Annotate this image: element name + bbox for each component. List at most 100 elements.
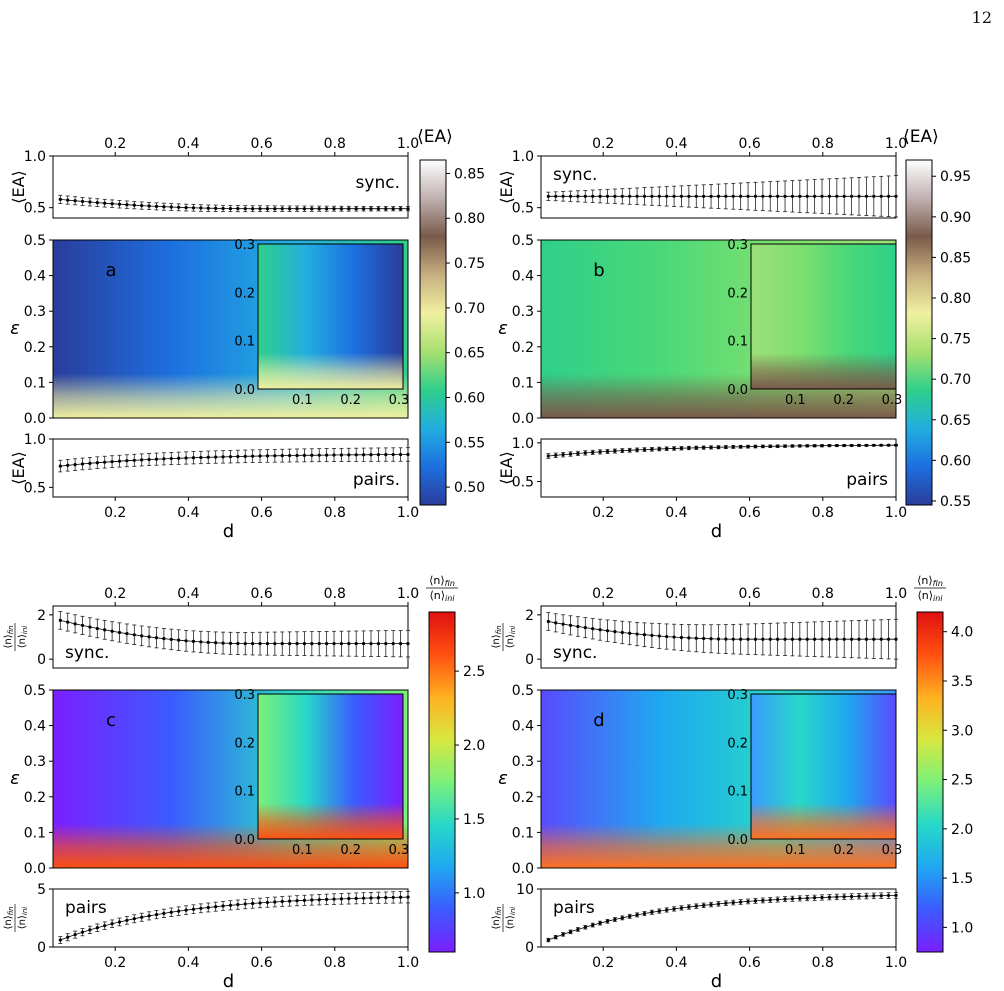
heatmap-ytick-label: 0.2 <box>512 790 534 806</box>
heatmap-ytick-label: 0.3 <box>24 754 46 770</box>
bottom-strip-ytick-label: 1.0 <box>24 432 46 448</box>
top-xtick-label: 1.0 <box>397 136 419 152</box>
top-strip-ytick-label: 0.5 <box>24 201 46 217</box>
bottom-xtick-label: 1.0 <box>885 505 907 521</box>
bottom-strip-ytick-label: 0 <box>37 940 46 956</box>
top-xtick-label: 1.0 <box>397 586 419 602</box>
bottom-xtick-label: 0.6 <box>738 955 760 971</box>
heatmap-ytick-label: 0.0 <box>24 861 46 877</box>
inset-frame <box>750 693 897 840</box>
errorbar-series <box>58 447 410 473</box>
bottom-strip-label: pairs <box>846 470 888 490</box>
top-xtick-label: 0.8 <box>812 586 834 602</box>
colorbar <box>419 159 447 506</box>
inset-xtick-label: 0.2 <box>833 843 854 858</box>
inset-ytick-label: 0.1 <box>727 335 748 350</box>
heatmap-ytick-label: 0.2 <box>24 790 46 806</box>
x-axis-label: d <box>711 971 722 991</box>
colorbar-tick-label: 0.75 <box>454 256 485 272</box>
errorbar-series <box>546 892 898 943</box>
panel-label: c <box>106 710 116 731</box>
bottom-xtick-label: 0.6 <box>250 955 272 971</box>
colorbar-tick-label: 0.65 <box>454 346 485 362</box>
inset-ytick-label: 0.0 <box>234 833 255 848</box>
bottom-strip-ylabel-num: ⟨n⟩fin <box>491 906 503 929</box>
x-axis-label: d <box>223 521 234 542</box>
top-xtick-label: 0.4 <box>177 586 199 602</box>
series-line <box>60 896 409 941</box>
top-xtick-label: 1.0 <box>885 136 907 152</box>
inset-ytick-label: 0.3 <box>727 688 748 703</box>
inset-lowband <box>258 244 403 389</box>
bottom-xtick-label: 0.2 <box>592 505 614 521</box>
panel-d: 020.2 0.4 0.6 0.8 1.0sync.⟨n⟩fin⟨n⟩ini0.00.1… <box>491 574 973 991</box>
top-xtick-label: 0.8 <box>324 136 346 152</box>
colorbar-tick-label: 0.60 <box>454 390 485 406</box>
bottom-xtick-label: 0.8 <box>324 505 346 521</box>
inset-ytick-label: 0.1 <box>727 785 748 800</box>
colorbar-tick-label: 1.5 <box>463 812 485 828</box>
bottom-xtick-label: 0.6 <box>738 505 760 521</box>
top-strip-ytick-label: 2 <box>37 608 46 624</box>
colorbar-tick-label: 2.0 <box>463 738 485 754</box>
colorbar-tick-label: 0.85 <box>454 166 485 182</box>
inset-xtick-label: 0.1 <box>292 393 313 408</box>
bottom-strip-ylabel: ⟨n⟩fin⟨n⟩ini <box>491 904 517 932</box>
heatmap-ytick-label: 0.3 <box>24 304 46 320</box>
panel-b: 0.5 1.0 0.2 0.4 0.6 0.8 1.0 sync. ⟨EA⟩ 0.0 0.1 0.2 0… <box>497 127 971 542</box>
errorbar-series <box>546 443 898 459</box>
top-xtick-label: 0.4 <box>177 136 199 152</box>
heatmap-ytick-label: 0.5 <box>512 233 534 249</box>
colorbar-tick-label: 0.80 <box>454 211 485 227</box>
top-xtick-label: 0.8 <box>324 586 346 602</box>
bottom-xtick-label: 0.4 <box>177 505 199 521</box>
top-strip-label: sync. <box>65 643 109 663</box>
bottom-strip-ytick-label: 5 <box>37 882 46 898</box>
heatmap-frame <box>52 689 409 869</box>
inset-ytick-label: 0.0 <box>234 383 255 398</box>
inset-xtick-label: 0.1 <box>785 393 806 408</box>
top-xtick-label: 0.2 <box>104 586 126 602</box>
colorbar-label: ⟨n⟩fin <box>429 574 455 588</box>
top-strip-ylabel: ⟨EA⟩ <box>9 170 28 204</box>
bottom-xtick-label: 0.4 <box>665 955 687 971</box>
data-point <box>894 893 898 897</box>
inset-xtick-label: 0.2 <box>340 843 361 858</box>
top-strip-label: sync. <box>356 173 400 193</box>
colorbar-label-den: ⟨n⟩ini <box>917 589 943 603</box>
bottom-strip-label: pairs. <box>353 470 400 490</box>
inset-lowband <box>751 244 896 389</box>
bottom-xtick-label: 0.8 <box>812 955 834 971</box>
heatmap-ylabel: ε <box>10 768 20 789</box>
bottom-xtick-label: 0.2 <box>592 955 614 971</box>
colorbar-tick-label: 0.80 <box>940 291 971 307</box>
x-axis-label: d <box>223 971 234 991</box>
inset-ytick-label: 0.0 <box>727 383 748 398</box>
top-strip-ylabel-num: ⟨n⟩fin <box>3 625 15 648</box>
colorbar <box>916 611 944 953</box>
top-strip-label: sync. <box>553 643 597 663</box>
colorbar-label: ⟨EA⟩ <box>903 127 939 147</box>
top-strip-ylabel-num: ⟨n⟩fin <box>491 625 503 648</box>
top-strip-ytick-label: 0 <box>525 652 534 668</box>
top-strip-ytick-label: 0.5 <box>512 201 534 217</box>
inset-xtick-label: 0.3 <box>389 843 410 858</box>
heatmap-ytick-label: 0.0 <box>24 411 46 427</box>
top-strip-ylabel-den: ⟨n⟩ini <box>505 626 517 649</box>
heatmap-ytick-label: 0.1 <box>512 375 534 391</box>
page-number: 12 <box>971 8 992 27</box>
heatmap-ytick-label: 0.5 <box>24 233 46 249</box>
inset-xtick-label: 0.2 <box>833 393 854 408</box>
errorbar-series <box>58 890 410 944</box>
series-line <box>548 895 897 941</box>
bottom-strip-label: pairs <box>553 898 595 918</box>
bottom-xtick-label: 1.0 <box>397 505 419 521</box>
heatmap-ylabel: ε <box>498 318 508 339</box>
colorbar-label-den: ⟨n⟩ini <box>429 589 455 603</box>
top-xtick-label: 0.2 <box>104 136 126 152</box>
inset-xtick-label: 0.2 <box>340 393 361 408</box>
series-line <box>60 454 408 467</box>
colorbar-tick-label: 0.70 <box>454 301 485 317</box>
colorbar <box>428 611 456 953</box>
heatmap-ytick-label: 0.4 <box>512 719 534 735</box>
